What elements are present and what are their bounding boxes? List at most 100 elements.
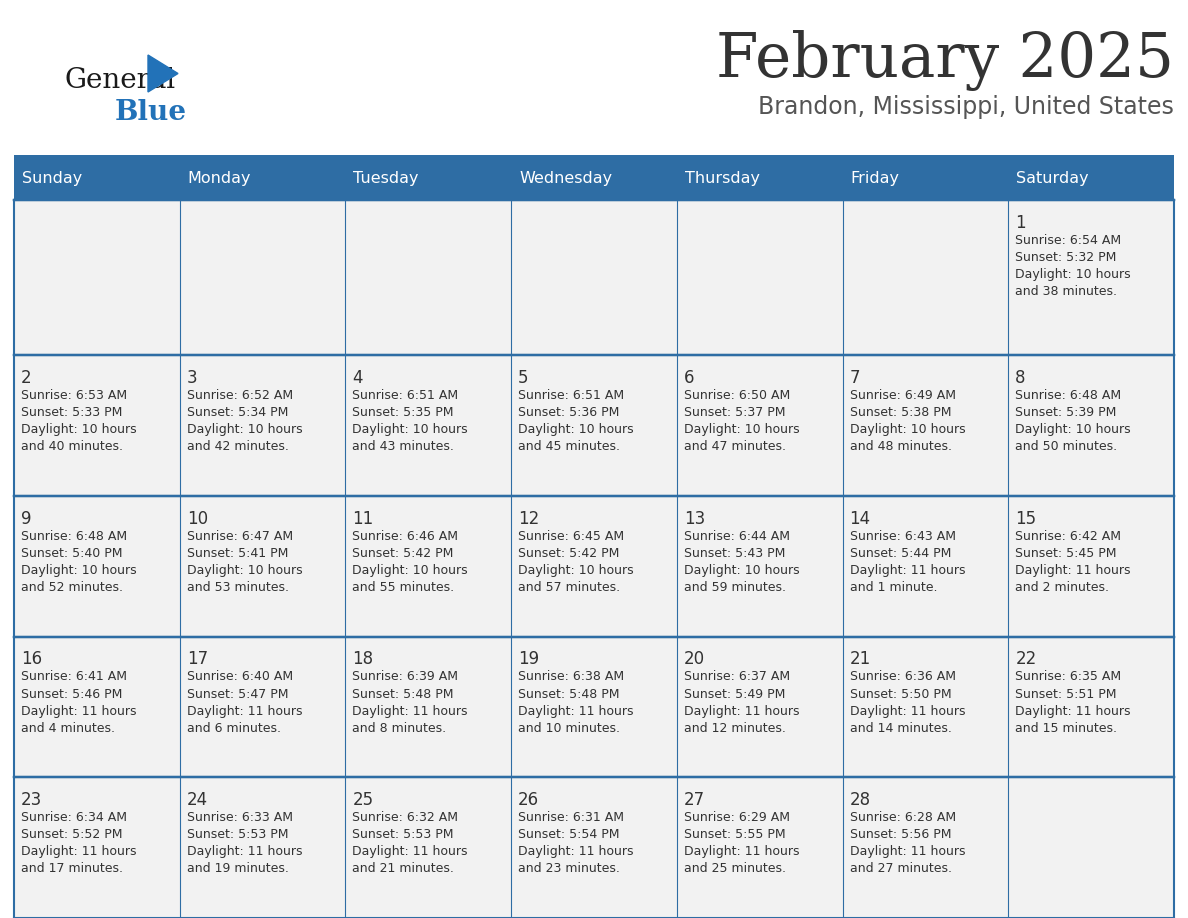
Text: and 21 minutes.: and 21 minutes.	[353, 862, 454, 875]
Text: 1: 1	[1016, 214, 1026, 232]
Text: 23: 23	[21, 791, 43, 810]
Text: and 48 minutes.: and 48 minutes.	[849, 440, 952, 453]
Text: and 57 minutes.: and 57 minutes.	[518, 581, 620, 594]
Text: Daylight: 11 hours: Daylight: 11 hours	[684, 704, 800, 718]
Text: Sunrise: 6:43 AM: Sunrise: 6:43 AM	[849, 530, 955, 543]
Bar	[511, 200, 677, 355]
Text: and 15 minutes.: and 15 minutes.	[1016, 722, 1117, 734]
Text: Sunset: 5:41 PM: Sunset: 5:41 PM	[187, 547, 287, 560]
Text: Sunset: 5:34 PM: Sunset: 5:34 PM	[187, 406, 287, 419]
Text: and 25 minutes.: and 25 minutes.	[684, 862, 785, 875]
Text: Daylight: 10 hours: Daylight: 10 hours	[684, 564, 800, 577]
Text: Sunrise: 6:50 AM: Sunrise: 6:50 AM	[684, 389, 790, 402]
Text: and 52 minutes.: and 52 minutes.	[21, 581, 124, 594]
Text: 16: 16	[21, 651, 42, 668]
Text: and 59 minutes.: and 59 minutes.	[684, 581, 785, 594]
Text: and 2 minutes.: and 2 minutes.	[1016, 581, 1110, 594]
Text: Sunrise: 6:45 AM: Sunrise: 6:45 AM	[518, 530, 624, 543]
Text: and 50 minutes.: and 50 minutes.	[1016, 440, 1118, 453]
Text: Sunrise: 6:36 AM: Sunrise: 6:36 AM	[849, 670, 955, 684]
Bar	[1009, 355, 1174, 496]
Bar	[14, 496, 179, 636]
Text: Daylight: 11 hours: Daylight: 11 hours	[849, 564, 965, 577]
Text: and 14 minutes.: and 14 minutes.	[849, 722, 952, 734]
Text: Daylight: 10 hours: Daylight: 10 hours	[21, 564, 137, 577]
Text: Sunrise: 6:49 AM: Sunrise: 6:49 AM	[849, 389, 955, 402]
Text: Sunrise: 6:47 AM: Sunrise: 6:47 AM	[187, 530, 292, 543]
Text: Sunrise: 6:38 AM: Sunrise: 6:38 AM	[518, 670, 624, 684]
Bar	[179, 355, 346, 496]
Text: and 27 minutes.: and 27 minutes.	[849, 862, 952, 875]
Bar	[1009, 778, 1174, 918]
Text: Daylight: 11 hours: Daylight: 11 hours	[1016, 564, 1131, 577]
Text: Sunset: 5:55 PM: Sunset: 5:55 PM	[684, 828, 785, 841]
Polygon shape	[148, 55, 178, 92]
Text: Sunrise: 6:31 AM: Sunrise: 6:31 AM	[518, 812, 624, 824]
Bar	[346, 778, 511, 918]
Bar	[842, 778, 1009, 918]
Text: Sunset: 5:32 PM: Sunset: 5:32 PM	[1016, 251, 1117, 264]
Text: Sunset: 5:38 PM: Sunset: 5:38 PM	[849, 406, 952, 419]
Text: 18: 18	[353, 651, 373, 668]
Text: Monday: Monday	[188, 171, 251, 185]
Text: and 38 minutes.: and 38 minutes.	[1016, 285, 1117, 298]
Text: Sunset: 5:56 PM: Sunset: 5:56 PM	[849, 828, 952, 841]
Text: 21: 21	[849, 651, 871, 668]
Text: Sunset: 5:39 PM: Sunset: 5:39 PM	[1016, 406, 1117, 419]
Text: 4: 4	[353, 369, 362, 387]
Bar	[179, 778, 346, 918]
Bar	[677, 200, 842, 355]
Text: Sunset: 5:50 PM: Sunset: 5:50 PM	[849, 688, 952, 700]
Bar	[179, 200, 346, 355]
Text: and 43 minutes.: and 43 minutes.	[353, 440, 454, 453]
Text: Daylight: 11 hours: Daylight: 11 hours	[187, 845, 302, 858]
Text: 7: 7	[849, 369, 860, 387]
Text: Sunrise: 6:34 AM: Sunrise: 6:34 AM	[21, 812, 127, 824]
Text: 2: 2	[21, 369, 32, 387]
Text: Sunset: 5:40 PM: Sunset: 5:40 PM	[21, 547, 122, 560]
Bar	[14, 200, 179, 355]
Text: 27: 27	[684, 791, 704, 810]
Text: Daylight: 11 hours: Daylight: 11 hours	[684, 845, 800, 858]
Text: Sunset: 5:48 PM: Sunset: 5:48 PM	[353, 688, 454, 700]
Text: and 47 minutes.: and 47 minutes.	[684, 440, 785, 453]
Text: Daylight: 10 hours: Daylight: 10 hours	[849, 423, 965, 436]
Text: Sunset: 5:35 PM: Sunset: 5:35 PM	[353, 406, 454, 419]
Text: and 53 minutes.: and 53 minutes.	[187, 581, 289, 594]
Text: Daylight: 10 hours: Daylight: 10 hours	[353, 564, 468, 577]
Text: 26: 26	[518, 791, 539, 810]
Text: Daylight: 11 hours: Daylight: 11 hours	[849, 845, 965, 858]
Text: 9: 9	[21, 509, 32, 528]
Text: and 55 minutes.: and 55 minutes.	[353, 581, 455, 594]
Text: Sunrise: 6:37 AM: Sunrise: 6:37 AM	[684, 670, 790, 684]
Text: Daylight: 10 hours: Daylight: 10 hours	[1016, 423, 1131, 436]
Bar	[511, 636, 677, 778]
Text: Daylight: 10 hours: Daylight: 10 hours	[1016, 268, 1131, 281]
Bar	[511, 778, 677, 918]
Bar	[179, 496, 346, 636]
Text: Daylight: 10 hours: Daylight: 10 hours	[684, 423, 800, 436]
Text: Daylight: 11 hours: Daylight: 11 hours	[21, 704, 137, 718]
Text: 17: 17	[187, 651, 208, 668]
Bar	[677, 778, 842, 918]
Text: Daylight: 10 hours: Daylight: 10 hours	[518, 423, 633, 436]
Text: 6: 6	[684, 369, 694, 387]
Text: Sunrise: 6:53 AM: Sunrise: 6:53 AM	[21, 389, 127, 402]
Text: Sunset: 5:44 PM: Sunset: 5:44 PM	[849, 547, 950, 560]
Bar	[511, 496, 677, 636]
Bar	[179, 636, 346, 778]
Text: and 4 minutes.: and 4 minutes.	[21, 722, 115, 734]
Bar	[346, 636, 511, 778]
Text: February 2025: February 2025	[716, 30, 1174, 91]
Bar	[677, 496, 842, 636]
Text: Sunrise: 6:32 AM: Sunrise: 6:32 AM	[353, 812, 459, 824]
Text: Sunrise: 6:33 AM: Sunrise: 6:33 AM	[187, 812, 292, 824]
Text: and 19 minutes.: and 19 minutes.	[187, 862, 289, 875]
Text: Sunset: 5:37 PM: Sunset: 5:37 PM	[684, 406, 785, 419]
Text: Sunrise: 6:35 AM: Sunrise: 6:35 AM	[1016, 670, 1121, 684]
Text: Sunrise: 6:29 AM: Sunrise: 6:29 AM	[684, 812, 790, 824]
Text: Sunset: 5:52 PM: Sunset: 5:52 PM	[21, 828, 122, 841]
Text: and 17 minutes.: and 17 minutes.	[21, 862, 124, 875]
Text: Sunset: 5:54 PM: Sunset: 5:54 PM	[518, 828, 620, 841]
Text: Sunrise: 6:42 AM: Sunrise: 6:42 AM	[1016, 530, 1121, 543]
